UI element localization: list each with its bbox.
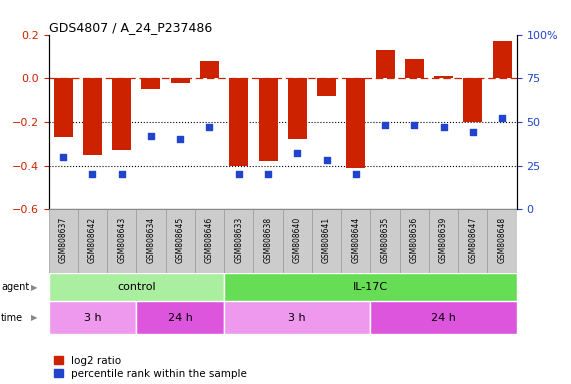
Text: 24 h: 24 h <box>168 313 192 323</box>
Bar <box>136 301 224 334</box>
Bar <box>54 78 73 137</box>
Bar <box>259 78 278 161</box>
Bar <box>405 59 424 78</box>
Text: GSM808639: GSM808639 <box>439 217 448 263</box>
Text: GSM808635: GSM808635 <box>380 217 389 263</box>
Text: GSM808640: GSM808640 <box>293 217 302 263</box>
Bar <box>458 209 488 273</box>
Text: GSM808634: GSM808634 <box>146 217 155 263</box>
Bar <box>229 78 248 166</box>
Point <box>263 171 272 177</box>
Text: ▶: ▶ <box>31 283 37 291</box>
Text: GSM808648: GSM808648 <box>497 217 506 263</box>
Bar <box>376 50 395 78</box>
Bar <box>136 209 166 273</box>
Text: GSM808647: GSM808647 <box>468 217 477 263</box>
Bar <box>49 209 78 273</box>
Bar <box>288 78 307 139</box>
Text: GSM808636: GSM808636 <box>410 217 419 263</box>
Bar <box>493 41 512 78</box>
Point <box>380 122 389 129</box>
Bar <box>224 273 517 301</box>
Bar <box>371 301 517 334</box>
Text: GSM808645: GSM808645 <box>176 217 185 263</box>
Point <box>205 124 214 130</box>
Text: 3 h: 3 h <box>83 313 101 323</box>
Bar <box>224 301 371 334</box>
Bar <box>463 78 482 122</box>
Bar <box>112 78 131 150</box>
Bar <box>283 209 312 273</box>
Point <box>497 115 506 121</box>
Point <box>234 171 243 177</box>
Bar <box>254 209 283 273</box>
Point <box>468 129 477 136</box>
Bar <box>434 76 453 78</box>
Bar <box>78 209 107 273</box>
Text: agent: agent <box>1 282 29 292</box>
Bar <box>142 78 160 89</box>
Text: IL-17C: IL-17C <box>353 282 388 292</box>
Bar <box>166 209 195 273</box>
Text: GSM808642: GSM808642 <box>88 217 97 263</box>
Bar <box>429 209 458 273</box>
Text: GSM808633: GSM808633 <box>234 217 243 263</box>
Point <box>322 157 331 164</box>
Text: 3 h: 3 h <box>288 313 306 323</box>
Bar <box>195 209 224 273</box>
Bar <box>341 209 371 273</box>
Text: GSM808641: GSM808641 <box>322 217 331 263</box>
Text: GSM808646: GSM808646 <box>205 217 214 263</box>
Legend: log2 ratio, percentile rank within the sample: log2 ratio, percentile rank within the s… <box>54 356 247 379</box>
Text: GSM808638: GSM808638 <box>263 217 272 263</box>
Bar <box>200 61 219 78</box>
Point <box>176 136 185 142</box>
Bar <box>171 78 190 83</box>
Point <box>293 150 302 156</box>
Point <box>59 154 68 160</box>
Bar <box>83 78 102 155</box>
Point <box>146 133 155 139</box>
Point <box>88 171 97 177</box>
Bar <box>346 78 365 168</box>
Bar <box>317 78 336 96</box>
Text: ▶: ▶ <box>31 313 37 322</box>
Text: GSM808643: GSM808643 <box>117 217 126 263</box>
Bar <box>371 209 400 273</box>
Bar <box>488 209 517 273</box>
Bar <box>312 209 341 273</box>
Text: time: time <box>1 313 23 323</box>
Text: 24 h: 24 h <box>431 313 456 323</box>
Bar <box>400 209 429 273</box>
Bar <box>224 209 254 273</box>
Text: GDS4807 / A_24_P237486: GDS4807 / A_24_P237486 <box>49 21 212 34</box>
Text: control: control <box>117 282 156 292</box>
Text: GSM808637: GSM808637 <box>59 217 68 263</box>
Point <box>439 124 448 130</box>
Bar <box>107 209 136 273</box>
Bar <box>49 273 224 301</box>
Text: GSM808644: GSM808644 <box>351 217 360 263</box>
Point <box>351 171 360 177</box>
Point <box>410 122 419 129</box>
Point <box>117 171 126 177</box>
Bar <box>49 301 136 334</box>
